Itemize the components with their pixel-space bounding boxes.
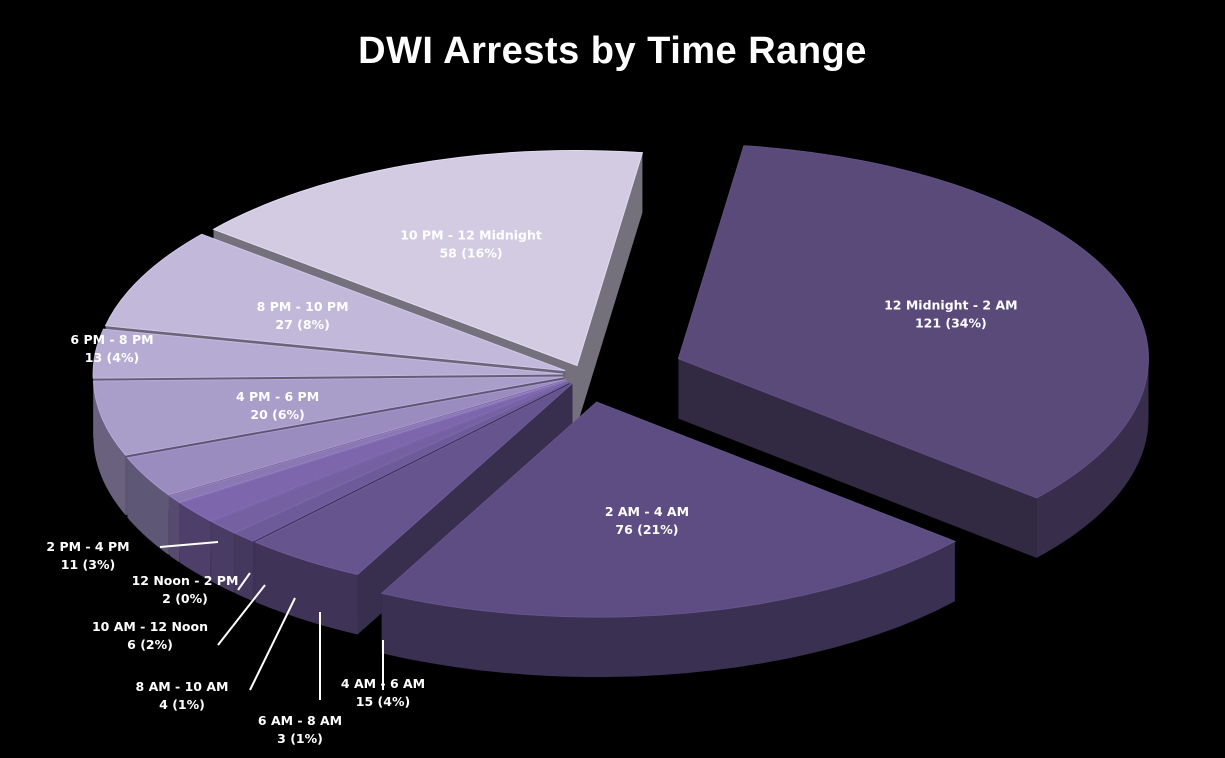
slice-value-2: 15 (4%)	[356, 694, 410, 709]
slice-value-11: 58 (16%)	[439, 245, 502, 260]
slice-side-4-0	[211, 521, 235, 593]
slice-label-5: 10 AM - 12 Noon	[92, 619, 208, 634]
slice-side-6-0	[170, 495, 180, 563]
leader-line-7	[159, 541, 219, 548]
pie-slices	[92, 145, 1149, 618]
slice-label-9: 6 PM - 8 PM	[70, 332, 153, 347]
slice-side-0-0	[1036, 358, 1149, 558]
pie-slice-4	[210, 381, 570, 534]
slice-value-0: 121 (34%)	[915, 315, 987, 330]
leader-line-6	[237, 572, 251, 591]
slice-label-8: 4 PM - 6 PM	[236, 389, 319, 404]
slice-side-5-0	[180, 502, 211, 581]
chart-title: DWI Arrests by Time Range	[358, 30, 867, 72]
slice-value-5: 6 (2%)	[127, 637, 173, 652]
leader-lines	[159, 541, 384, 700]
slice-label-6: 12 Noon - 2 PM	[132, 573, 239, 588]
slice-value-10: 27 (8%)	[275, 317, 329, 332]
pie-slice-8	[92, 376, 564, 456]
pie-slice-11	[212, 150, 644, 367]
slice-label-10: 8 PM - 10 PM	[257, 299, 349, 314]
pie-slice-7	[126, 379, 566, 496]
slice-value-9: 13 (4%)	[85, 350, 139, 365]
slice-value-6: 2 (0%)	[162, 591, 208, 606]
slice-label-4: 8 AM - 10 AM	[136, 679, 229, 694]
slice-side-7-0	[127, 457, 169, 555]
slice-label-0: 12 Midnight - 2 AM	[884, 297, 1017, 312]
slice-value-8: 20 (6%)	[250, 407, 304, 422]
slice-wall-0-1	[678, 358, 1037, 558]
slice-wall-11-1	[576, 152, 643, 426]
pie-slice-1	[380, 401, 956, 618]
pie-slice-10	[104, 233, 566, 372]
slice-label-3: 6 AM - 8 AM	[258, 713, 342, 728]
slice-value-3: 3 (1%)	[277, 731, 323, 746]
slice-label-11: 10 PM - 12 Midnight	[400, 227, 542, 242]
slice-side-1-0	[381, 541, 955, 677]
slice-value-4: 4 (1%)	[159, 697, 205, 712]
leader-line-5	[217, 584, 266, 646]
leader-line-4	[249, 597, 296, 691]
slice-value-1: 76 (21%)	[615, 522, 678, 537]
pie-slice-5	[178, 380, 568, 522]
slice-side-2-0	[255, 542, 358, 635]
slice-label-2: 4 AM - 6 AM	[341, 676, 425, 691]
slice-side-3-0	[235, 533, 253, 602]
pie-slice-6	[168, 380, 567, 503]
slice-labels: 12 Midnight - 2 AM 121 (34%) 2 AM - 4 AM 76…	[46, 227, 1017, 746]
pie-slice-9	[92, 328, 564, 379]
slice-value-7: 11 (3%)	[61, 557, 115, 572]
slice-label-1: 2 AM - 4 AM	[605, 504, 689, 519]
pie-slice-3	[233, 381, 570, 542]
pie-slice-0	[677, 145, 1149, 499]
pie-slice-2	[254, 382, 573, 576]
slice-label-7: 2 PM - 4 PM	[46, 539, 129, 554]
slice-side-8-0	[93, 381, 126, 516]
